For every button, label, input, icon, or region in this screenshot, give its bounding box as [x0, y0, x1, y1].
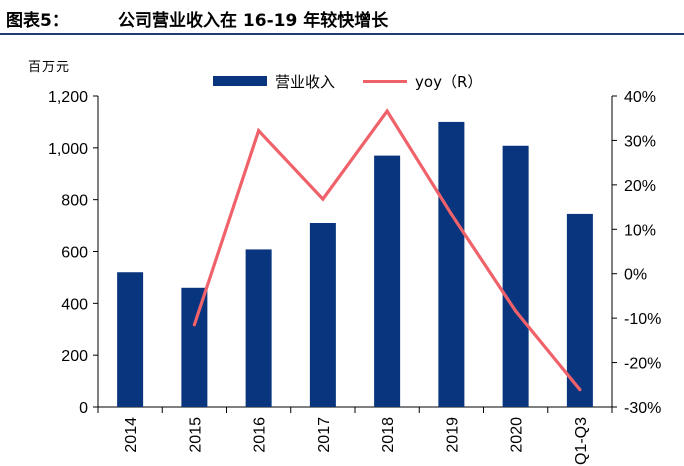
- tick-labels: 0 200 400 600 800 1,000 1,200 -30% -20% -10% 0% 10%…: [48, 89, 661, 465]
- y-right-tick-label: 20%: [624, 178, 656, 195]
- x-tick-label: 2018: [380, 417, 397, 453]
- y-left-tick-label: 0: [79, 400, 88, 417]
- x-tick-label: Q1-Q3: [573, 417, 590, 465]
- y-left-tick-label: 1,000: [48, 141, 88, 158]
- header-rule: [0, 33, 684, 35]
- yoy-line-group: [192, 108, 582, 392]
- y-left-tick-label: 1,200: [48, 89, 88, 106]
- y-right-tick-label: -10%: [624, 311, 661, 328]
- x-tick-label: 2020: [509, 417, 526, 453]
- y-right-tick-label: 30%: [624, 133, 656, 150]
- x-tick-label: 2016: [252, 417, 269, 453]
- yoy-point: [257, 129, 261, 133]
- yoy-point: [578, 388, 582, 392]
- y-right-tick-label: -20%: [624, 356, 661, 373]
- legend-label-yoy: yoy（R）: [415, 72, 483, 91]
- y-left-tick-label: 800: [61, 193, 88, 210]
- chart-legend: 营业收入 yoy（R）: [213, 72, 483, 91]
- y-right-tick-label: 10%: [624, 222, 656, 239]
- legend-swatch-yoy: [363, 79, 408, 83]
- revenue-bar: [438, 121, 465, 408]
- yoy-point: [514, 309, 518, 313]
- legend-swatch-revenue: [213, 76, 267, 86]
- revenue-bar: [245, 249, 272, 407]
- y-left-tick-label: 600: [61, 245, 88, 262]
- revenue-bar: [374, 155, 401, 407]
- yoy-point: [449, 212, 453, 216]
- revenue-bar: [117, 272, 144, 407]
- x-tick-label: 2015: [187, 417, 204, 453]
- y-left-tick-label: 200: [61, 348, 88, 365]
- yoy-point: [321, 197, 325, 201]
- y-right-tick-label: -30%: [624, 400, 661, 417]
- revenue-bar: [502, 145, 529, 407]
- legend-label-revenue: 营业收入: [275, 72, 336, 91]
- revenue-bars: [117, 121, 593, 408]
- x-tick-label: 2014: [123, 417, 140, 453]
- yoy-point: [385, 109, 389, 113]
- revenue-bar: [566, 213, 593, 407]
- yoy-point: [192, 323, 196, 327]
- figure-header: 图表5： 公司营业收入在 16-19 年较快增长: [0, 0, 684, 36]
- figure-label: 图表5：: [6, 11, 69, 31]
- y-right-tick-label: 0%: [624, 267, 647, 284]
- y-axis-unit-label: 百万元: [28, 60, 71, 75]
- x-tick-label: 2019: [444, 417, 461, 453]
- x-tick-label: 2017: [316, 417, 333, 453]
- y-left-tick-label: 400: [61, 296, 88, 313]
- figure-title: 公司营业收入在 16-19 年较快增长: [118, 11, 389, 31]
- y-right-tick-label: 40%: [624, 89, 656, 106]
- revenue-bar: [181, 287, 208, 407]
- revenue-bar: [309, 222, 336, 407]
- chart-axes: [93, 95, 617, 413]
